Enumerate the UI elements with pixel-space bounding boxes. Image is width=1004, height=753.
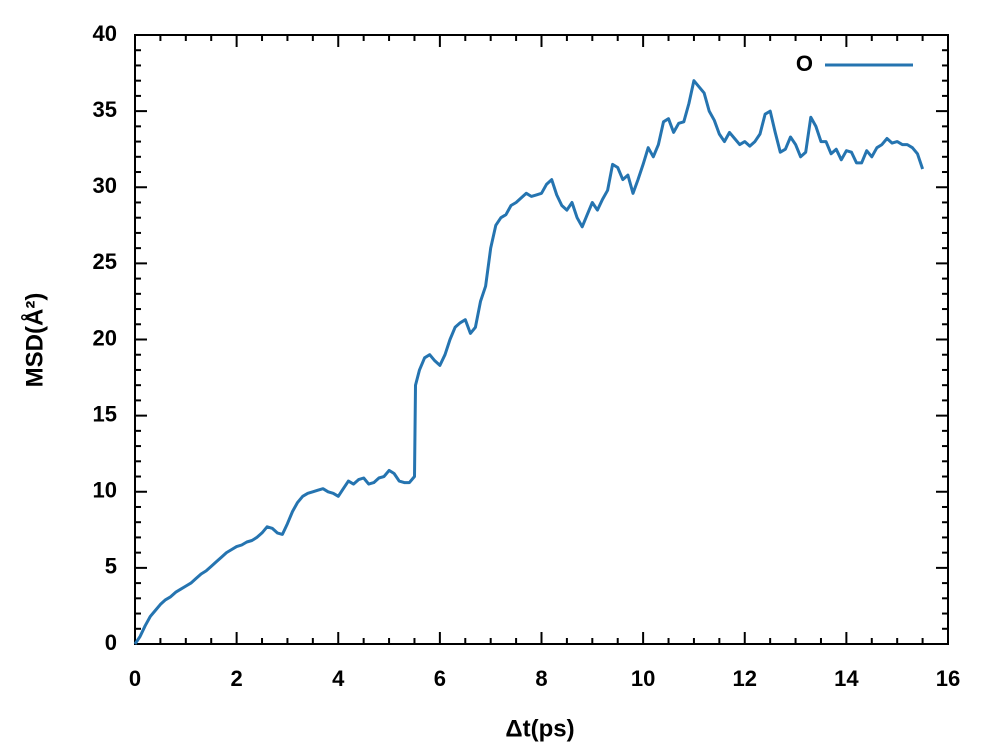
x-tick-label: 0 <box>129 666 141 691</box>
y-tick-label: 25 <box>93 249 117 274</box>
y-tick-label: 30 <box>93 173 117 198</box>
x-axis-label: Δt(ps) <box>505 715 574 742</box>
y-tick-label: 10 <box>93 478 117 503</box>
data-line <box>133 79 925 645</box>
x-tick-label: 14 <box>834 666 859 691</box>
y-axis-label: MSD(Å²) <box>20 293 48 388</box>
y-tick-label: 20 <box>93 325 117 350</box>
x-tick-label: 16 <box>936 666 960 691</box>
plot-frame <box>134 34 949 645</box>
x-tick-label: 10 <box>631 666 655 691</box>
legend-label: O <box>796 51 813 76</box>
x-tick-label: 6 <box>434 666 446 691</box>
x-tick-label: 4 <box>332 666 345 691</box>
y-tick-label: 35 <box>93 97 117 122</box>
y-tick-label: 0 <box>105 630 117 655</box>
y-tick-label: 15 <box>93 401 117 426</box>
y-tick-label: 5 <box>105 554 117 579</box>
x-tick-label: 8 <box>535 666 547 691</box>
x-tick-label: 2 <box>231 666 243 691</box>
x-tick-label: 12 <box>733 666 757 691</box>
y-tick-label: 40 <box>93 21 117 46</box>
